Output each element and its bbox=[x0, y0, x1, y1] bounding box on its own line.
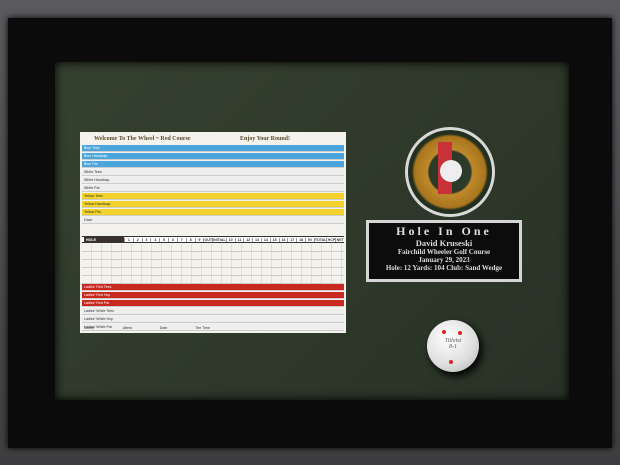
scorecard-row: Blue Handicap bbox=[82, 153, 344, 160]
hole-column-header: HCP bbox=[326, 237, 336, 242]
hole-column-header: 9 bbox=[194, 237, 204, 242]
plaque-date: January 29, 2023 bbox=[418, 256, 470, 264]
footer-scorer: Scorer bbox=[84, 325, 95, 330]
scorecard-row: Blue Tees bbox=[82, 145, 344, 152]
hole-column-header: NET bbox=[335, 237, 344, 242]
scorecard-row: White Tees bbox=[82, 169, 344, 176]
hole-column-header: 8 bbox=[185, 237, 195, 242]
scorecard-row: Ladies' White Tees bbox=[82, 308, 344, 315]
hole-column-header: 7 bbox=[176, 237, 186, 242]
golf-ball: Titleist 8-1 bbox=[427, 320, 479, 372]
scorecard-title: Welcome To The Wheel ~ Red Course bbox=[94, 136, 191, 142]
hole-column-header: 16 bbox=[278, 237, 288, 242]
scorecard: Welcome To The Wheel ~ Red Course Enjoy … bbox=[80, 132, 346, 333]
scorecard-header: Welcome To The Wheel ~ Red Course Enjoy … bbox=[80, 134, 346, 144]
scorecard-row: Yellow Par bbox=[82, 209, 344, 216]
golf-ball-emblem bbox=[440, 160, 462, 182]
hole-column-header: 15 bbox=[269, 237, 279, 242]
plaque-title: Hole In One bbox=[396, 224, 492, 238]
shadow-box-frame: Welcome To The Wheel ~ Red Course Enjoy … bbox=[8, 18, 612, 448]
hole-column-header: INITIAL bbox=[212, 237, 226, 242]
plaque-details: Hole: 12 Yards: 104 Club: Sand Wedge bbox=[385, 264, 503, 272]
scorecard-row: Ladies' Red Tees bbox=[82, 284, 344, 291]
ball-brand: Titleist bbox=[444, 338, 462, 344]
hole-column-header: 10 bbox=[225, 237, 235, 242]
hole-column-header: 11 bbox=[234, 237, 244, 242]
hole-row: HOLE 1 2 3 4 5 6 7 8 9 OUT INITIAL 10 11 12 13 14 15 16 17… bbox=[82, 236, 344, 243]
hole-column-header: 1 bbox=[124, 237, 133, 242]
scorecard-greeting: Enjoy Your Round! bbox=[240, 136, 291, 142]
scorecard-row: Ladies' White Hcp bbox=[82, 316, 344, 323]
scorecard-row: Ladies' Red Par bbox=[82, 300, 344, 307]
scorecard-row: Ladies' Red Hcp bbox=[82, 292, 344, 299]
engraved-plaque: Hole In One David Kruseski Fairchild Whe… bbox=[366, 220, 522, 282]
hole-column-header: 3 bbox=[141, 237, 151, 242]
scorecard-row: Dave bbox=[82, 217, 344, 224]
green-mat: Welcome To The Wheel ~ Red Course Enjoy … bbox=[55, 62, 569, 400]
footer-date: Date bbox=[159, 325, 168, 330]
hole-column-header: 6 bbox=[168, 237, 177, 242]
hole-in-one-medallion bbox=[405, 127, 495, 217]
hole-column-header: TOTAL bbox=[313, 237, 327, 242]
hole-column-header: 14 bbox=[260, 237, 270, 242]
scorecard-footer: Scorer Attest Date Tee Time bbox=[82, 324, 344, 331]
hole-column-header: 12 bbox=[243, 237, 252, 242]
plaque-course: Fairchild Wheeler Golf Course bbox=[397, 248, 491, 256]
scorecard-row: Blue Par bbox=[82, 161, 344, 168]
hole-column-header: 18 bbox=[296, 237, 305, 242]
hole-column-header: IN bbox=[305, 237, 314, 242]
scorecard-row: Yellow Handicap bbox=[82, 201, 344, 208]
scorecard-row: White Handicap bbox=[82, 177, 344, 184]
hole-column-header: 13 bbox=[252, 237, 261, 242]
hole-column-header: 5 bbox=[159, 237, 168, 242]
plaque-name: David Kruseski bbox=[415, 238, 473, 248]
hole-label: HOLE bbox=[84, 237, 124, 242]
scorecard-row: White Par bbox=[82, 185, 344, 192]
hole-column-header: OUT bbox=[203, 237, 213, 242]
hole-column-header: 2 bbox=[132, 237, 142, 242]
scorecard-row: Ladies' White Par bbox=[82, 324, 344, 331]
ball-number: 8-1 bbox=[449, 344, 457, 350]
hole-column-header: 4 bbox=[150, 237, 159, 242]
footer-tee-time: Tee Time bbox=[195, 325, 210, 330]
score-grid bbox=[82, 244, 344, 284]
footer-attest: Attest bbox=[122, 325, 132, 330]
scorecard-row: Yellow Tees bbox=[82, 193, 344, 200]
hole-column-header: 17 bbox=[287, 237, 296, 242]
